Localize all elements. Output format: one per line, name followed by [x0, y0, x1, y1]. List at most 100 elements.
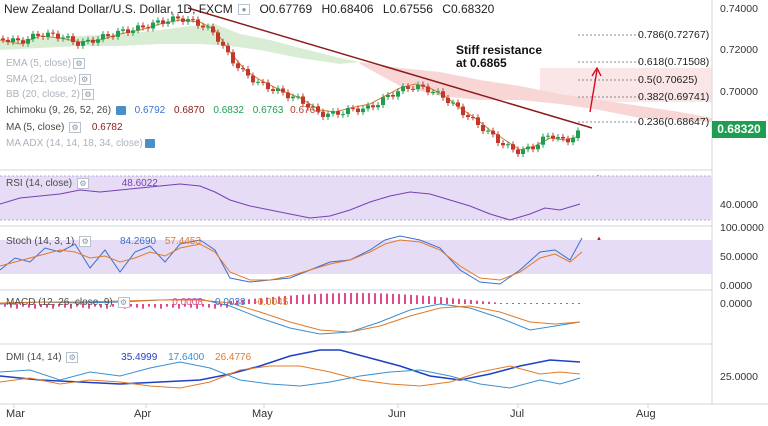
candle-body — [46, 32, 50, 37]
macd-bar — [190, 304, 192, 308]
fib-786: 0.786(0.72767) — [638, 29, 710, 41]
candle-body — [486, 130, 490, 132]
candle-body — [371, 105, 375, 108]
ichimoku-cloud-green — [0, 24, 360, 64]
legend-stoch[interactable]: Stoch (14, 3, 1) ⚙ 84.2690 57.4453 — [6, 236, 202, 248]
macd-bar — [52, 304, 54, 309]
macd-bar — [266, 297, 268, 304]
settings-icon[interactable]: ⚙ — [76, 178, 89, 189]
candle-body — [126, 29, 130, 33]
candle-body — [511, 144, 515, 150]
candle-body — [496, 134, 500, 143]
candle-body — [106, 34, 110, 37]
candle-body — [311, 106, 315, 108]
legend-bb[interactable]: BB (20, close, 2) ⚙ — [6, 89, 94, 101]
candle-body — [381, 97, 385, 106]
candle-body — [136, 25, 140, 31]
settings-icon[interactable]: ⚙ — [81, 89, 94, 100]
time-label: Jul — [510, 408, 525, 420]
legend-ma[interactable]: MA (5, close) ⚙ 0.6782 — [6, 122, 123, 134]
macd-bar — [284, 295, 286, 304]
time-label: Jun — [388, 408, 406, 420]
candle-body — [416, 84, 420, 90]
symbol-header: New Zealand Dollar/U.S. Dollar, 1D, FXCM… — [4, 2, 494, 16]
legend-rsi[interactable]: RSI (14, close) ⚙ 48.6022 — [6, 178, 158, 190]
eye-icon[interactable] — [144, 138, 155, 148]
macd-bar — [386, 293, 388, 304]
settings-icon[interactable]: ⚙ — [117, 297, 130, 308]
candle-body — [241, 68, 245, 70]
legend-sma[interactable]: SMA (21, close) ⚙ — [6, 74, 91, 86]
macd-bar — [46, 304, 48, 308]
candle-body — [116, 30, 120, 37]
legend-maadx[interactable]: MA ADX (14, 14, 18, 34, close) — [6, 138, 155, 150]
candle-body — [356, 108, 360, 113]
rsi-line — [0, 183, 581, 221]
macd-bar — [566, 303, 568, 304]
candle-body — [96, 39, 100, 43]
settings-icon[interactable]: ⚙ — [73, 58, 86, 69]
macd-bar — [410, 294, 412, 304]
candle-body — [66, 36, 70, 38]
macd-bar — [70, 304, 72, 309]
candle-body — [146, 27, 150, 29]
stoch-d-line — [0, 239, 583, 281]
candle-body — [336, 111, 340, 115]
settings-icon[interactable]: ⚙ — [78, 74, 91, 85]
eye-icon[interactable] — [115, 105, 126, 115]
macd-bar — [428, 296, 430, 304]
resistance-trendline — [187, 7, 593, 129]
price-tick: 0.70000 — [720, 86, 758, 98]
candle-body — [366, 105, 370, 109]
candle-body — [361, 108, 365, 113]
candle-body — [466, 115, 470, 118]
macd-bar — [230, 301, 232, 304]
candle-body — [481, 124, 485, 132]
settings-icon[interactable]: ⚙ — [79, 236, 92, 247]
time-label: Mar — [6, 408, 25, 420]
candle-body — [231, 52, 235, 64]
header-eye-icon[interactable]: ● — [238, 4, 251, 16]
macd-bar — [58, 304, 60, 307]
candle-body — [81, 41, 85, 46]
candle-body — [236, 63, 240, 69]
macd-bar — [404, 294, 406, 304]
candle-body — [551, 135, 555, 139]
candle-body — [296, 96, 300, 98]
macd-bar — [226, 304, 228, 308]
candle-body — [506, 144, 510, 146]
candle-body — [436, 91, 440, 93]
macd-bar — [422, 295, 424, 304]
legend-dmi[interactable]: DMI (14, 14) ⚙ 35.4999 17.6400 26.4776 — [6, 352, 252, 364]
macd-bar — [22, 304, 24, 307]
legend-ichimoku[interactable]: Ichimoku (9, 26, 52, 26) 0.6792 0.6870 0… — [6, 105, 321, 116]
candle-body — [386, 95, 390, 98]
legend-macd[interactable]: MACD (12, 26, close, 9) ⚙ 0.0008 -0.0038… — [6, 297, 289, 309]
macd-bar — [398, 294, 400, 304]
macd-bar — [202, 304, 204, 307]
macd-bar — [136, 304, 138, 308]
macd-bar — [260, 298, 262, 304]
macd-bar — [142, 304, 144, 309]
candle-body — [351, 108, 355, 110]
fib-382: 0.382(0.69741) — [638, 91, 710, 103]
low-value: L0.67556 — [382, 2, 433, 16]
settings-icon[interactable]: ⚙ — [69, 122, 82, 133]
macd-bar — [314, 294, 316, 304]
legend-ema[interactable]: EMA (5, close) ⚙ — [6, 58, 86, 70]
candle-body — [221, 41, 225, 46]
candle-body — [376, 105, 380, 108]
settings-icon[interactable]: ⚙ — [66, 352, 79, 363]
candle-body — [191, 19, 195, 21]
time-label: Aug — [636, 408, 656, 420]
stoch-tick: 0.0000 — [720, 280, 753, 292]
macd-bar — [166, 304, 168, 307]
macd-bar — [530, 303, 532, 304]
macd-bar — [296, 295, 298, 304]
candle-body — [471, 117, 475, 119]
candle-body — [306, 103, 310, 108]
macd-bar — [482, 301, 484, 304]
candle-body — [521, 149, 525, 155]
candle-body — [1, 38, 5, 40]
